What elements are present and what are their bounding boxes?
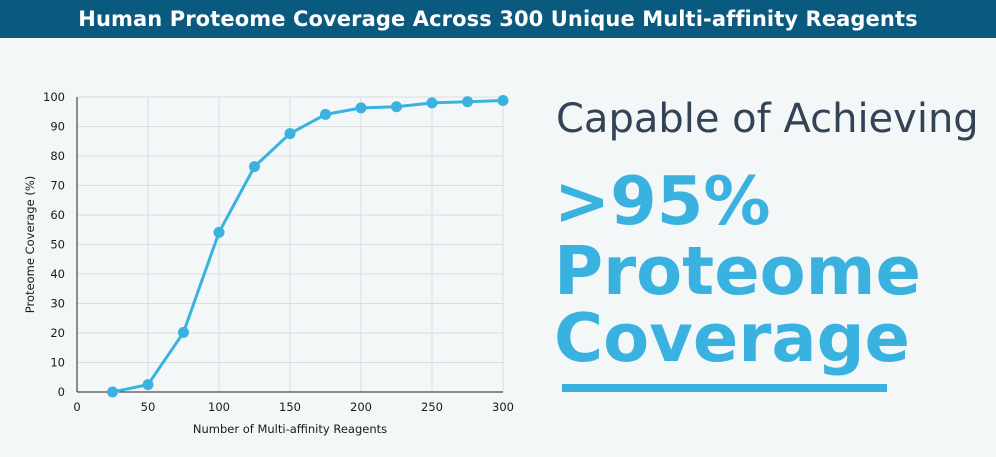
x-tick-label: 100 [208,400,230,414]
title-banner: Human Proteome Coverage Across 300 Uniqu… [0,0,996,38]
x-tick-label: 200 [350,400,372,414]
y-tick-label: 60 [50,208,65,222]
headline-proteome: Proteome [554,232,921,310]
data-point [391,101,402,113]
x-tick-label: 150 [279,400,301,414]
headline-intro: Capable of Achieving [556,96,979,142]
data-point [462,96,473,108]
y-tick-label: 70 [50,179,65,193]
y-tick-label: 100 [43,90,65,104]
data-point [107,386,118,398]
data-point [320,108,331,120]
data-point [142,379,154,391]
y-tick-label: 40 [50,267,65,281]
y-tick-label: 0 [58,385,65,399]
data-point [249,161,260,173]
series-line [111,99,505,394]
x-axis-label: Number of Multi-affinity Reagents [193,422,387,436]
data-point [497,95,509,107]
y-tick-label: 50 [50,238,65,252]
y-tick-label: 80 [50,149,65,163]
data-point [355,102,367,114]
headline-percentage: >95% [554,162,771,240]
data-point [213,226,225,238]
data-point [426,97,438,109]
coverage-chart: 0 10 20 30 40 50 60 70 80 90 100 0 50 100 150 200 250 300… [23,90,514,436]
x-tick-label: 300 [492,400,514,414]
accent-underline [562,384,887,392]
headline-coverage: Coverage [554,299,910,377]
x-tick-label: 0 [73,400,80,414]
x-tick-label: 50 [141,400,156,414]
y-axis-label: Proteome Coverage (%) [23,176,37,313]
data-point [178,326,189,338]
x-tick-label: 250 [421,400,443,414]
y-tick-label: 30 [50,297,65,311]
y-tick-label: 90 [50,120,65,134]
y-tick-label: 10 [50,356,65,370]
page-title: Human Proteome Coverage Across 300 Uniqu… [78,7,918,31]
data-point [284,128,296,140]
y-tick-label: 20 [50,326,65,340]
